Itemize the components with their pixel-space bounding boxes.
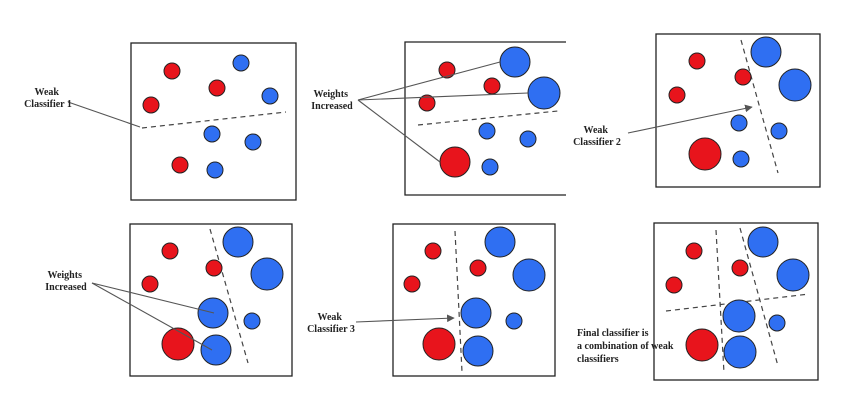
panel-5-blue-point-weighted [460, 297, 492, 329]
panel-4-blue-point-weighted [250, 257, 284, 291]
panel-4-red-point [141, 275, 159, 293]
weak-classifier-1-pointer [67, 101, 141, 128]
panel-1-blue-point [244, 133, 262, 151]
weights-increased-2-pointer [91, 282, 215, 314]
panel-5-red-point [469, 259, 487, 277]
panel-5-blue-point [505, 312, 523, 330]
panel-6-boundary-vertical [715, 229, 725, 374]
weights-increased-2-label: Weights Increased [45, 270, 87, 293]
weights-increased-1-pointer [357, 61, 501, 101]
weak-classifier-3-pointer [355, 314, 455, 323]
panel-2-red-point-weighted [439, 146, 471, 178]
panel-2-blue-point [519, 130, 537, 148]
panel-2-boundary [417, 110, 559, 126]
panel-1-boundary [141, 111, 287, 129]
panel-5-red-point [424, 242, 442, 260]
panel-1: Weak Classifier 1 [24, 42, 297, 201]
panel-3-blue-point [770, 122, 788, 140]
panel-2-blue-point-weighted [527, 76, 561, 110]
panel-3-blue-point-weighted [778, 68, 812, 102]
weak-classifier-3-label: Weak Classifier 3 [307, 312, 355, 335]
panel-2-frame [404, 41, 566, 196]
weights-increased-1-label: Weights Increased [311, 89, 353, 112]
panel-6: Final classifier is a combination of wea… [577, 222, 819, 381]
panel-4: Weights Increased [45, 223, 293, 377]
panel-4-red-point [161, 242, 179, 260]
panel-5-blue-point-weighted [512, 258, 546, 292]
final-classifier-label: Final classifier is a combination of wea… [577, 328, 676, 365]
panel-6-blue-point [768, 314, 786, 332]
panel-4-blue-point [243, 312, 261, 330]
panel-6-red-point [731, 259, 749, 277]
panel-5-boundary [454, 230, 463, 373]
panel-2-blue-point [481, 158, 499, 176]
panel-6-boundary-diagonal [739, 227, 779, 367]
panel-1-red-point [208, 79, 226, 97]
panel-5-red-point [403, 275, 421, 293]
panel-3-red-point-weighted [688, 137, 722, 171]
panel-5: Weak Classifier 3 [307, 223, 556, 377]
panel-6-red-point [665, 276, 683, 294]
panel-3-red-point [688, 52, 706, 70]
panel-1-blue-point [261, 87, 279, 105]
weak-classifier-1-label: Weak Classifier 1 [24, 87, 72, 110]
panel-6-blue-point-weighted [747, 226, 779, 258]
panel-4-red-point [205, 259, 223, 277]
panel-2-red-point [438, 61, 456, 79]
panel-6-red-point [685, 242, 703, 260]
panel-2: Weights Increased [311, 41, 566, 196]
panel-5-red-point-weighted [422, 327, 456, 361]
panel-3-blue-point [730, 114, 748, 132]
panel-2-red-point [483, 77, 501, 95]
panel-3-blue-point-weighted [750, 36, 782, 68]
panel-1-red-point [163, 62, 181, 80]
panel-4-blue-point-weighted [200, 334, 232, 366]
panel-2-blue-point [478, 122, 496, 140]
panel-1-red-point [171, 156, 189, 174]
panel-3: Weak Classifier 2 [573, 33, 821, 188]
weights-increased-2-pointer [91, 282, 213, 351]
panel-6-blue-point-weighted [723, 335, 757, 369]
panel-6-red-point-weighted [685, 328, 719, 362]
weights-increased-1-pointer [357, 99, 441, 163]
panel-1-blue-point [232, 54, 250, 72]
panel-5-blue-point-weighted [484, 226, 516, 258]
panel-2-blue-point-weighted [499, 46, 531, 78]
weights-increased-1-pointer [357, 92, 529, 101]
panel-3-blue-point [732, 150, 750, 168]
weak-classifier-2-pointer [627, 104, 753, 134]
panel-4-red-point-weighted [161, 327, 195, 361]
panel-3-red-point [668, 86, 686, 104]
panel-4-blue-point-weighted [222, 226, 254, 258]
panel-2-red-point [418, 94, 436, 112]
panel-1-blue-point [203, 125, 221, 143]
panel-6-blue-point-weighted [776, 258, 810, 292]
weak-classifier-2-label: Weak Classifier 2 [573, 125, 621, 148]
panel-1-red-point [142, 96, 160, 114]
panel-5-blue-point-weighted [462, 335, 494, 367]
panel-3-red-point [734, 68, 752, 86]
panel-1-blue-point [206, 161, 224, 179]
panel-6-blue-point-weighted [722, 299, 756, 333]
